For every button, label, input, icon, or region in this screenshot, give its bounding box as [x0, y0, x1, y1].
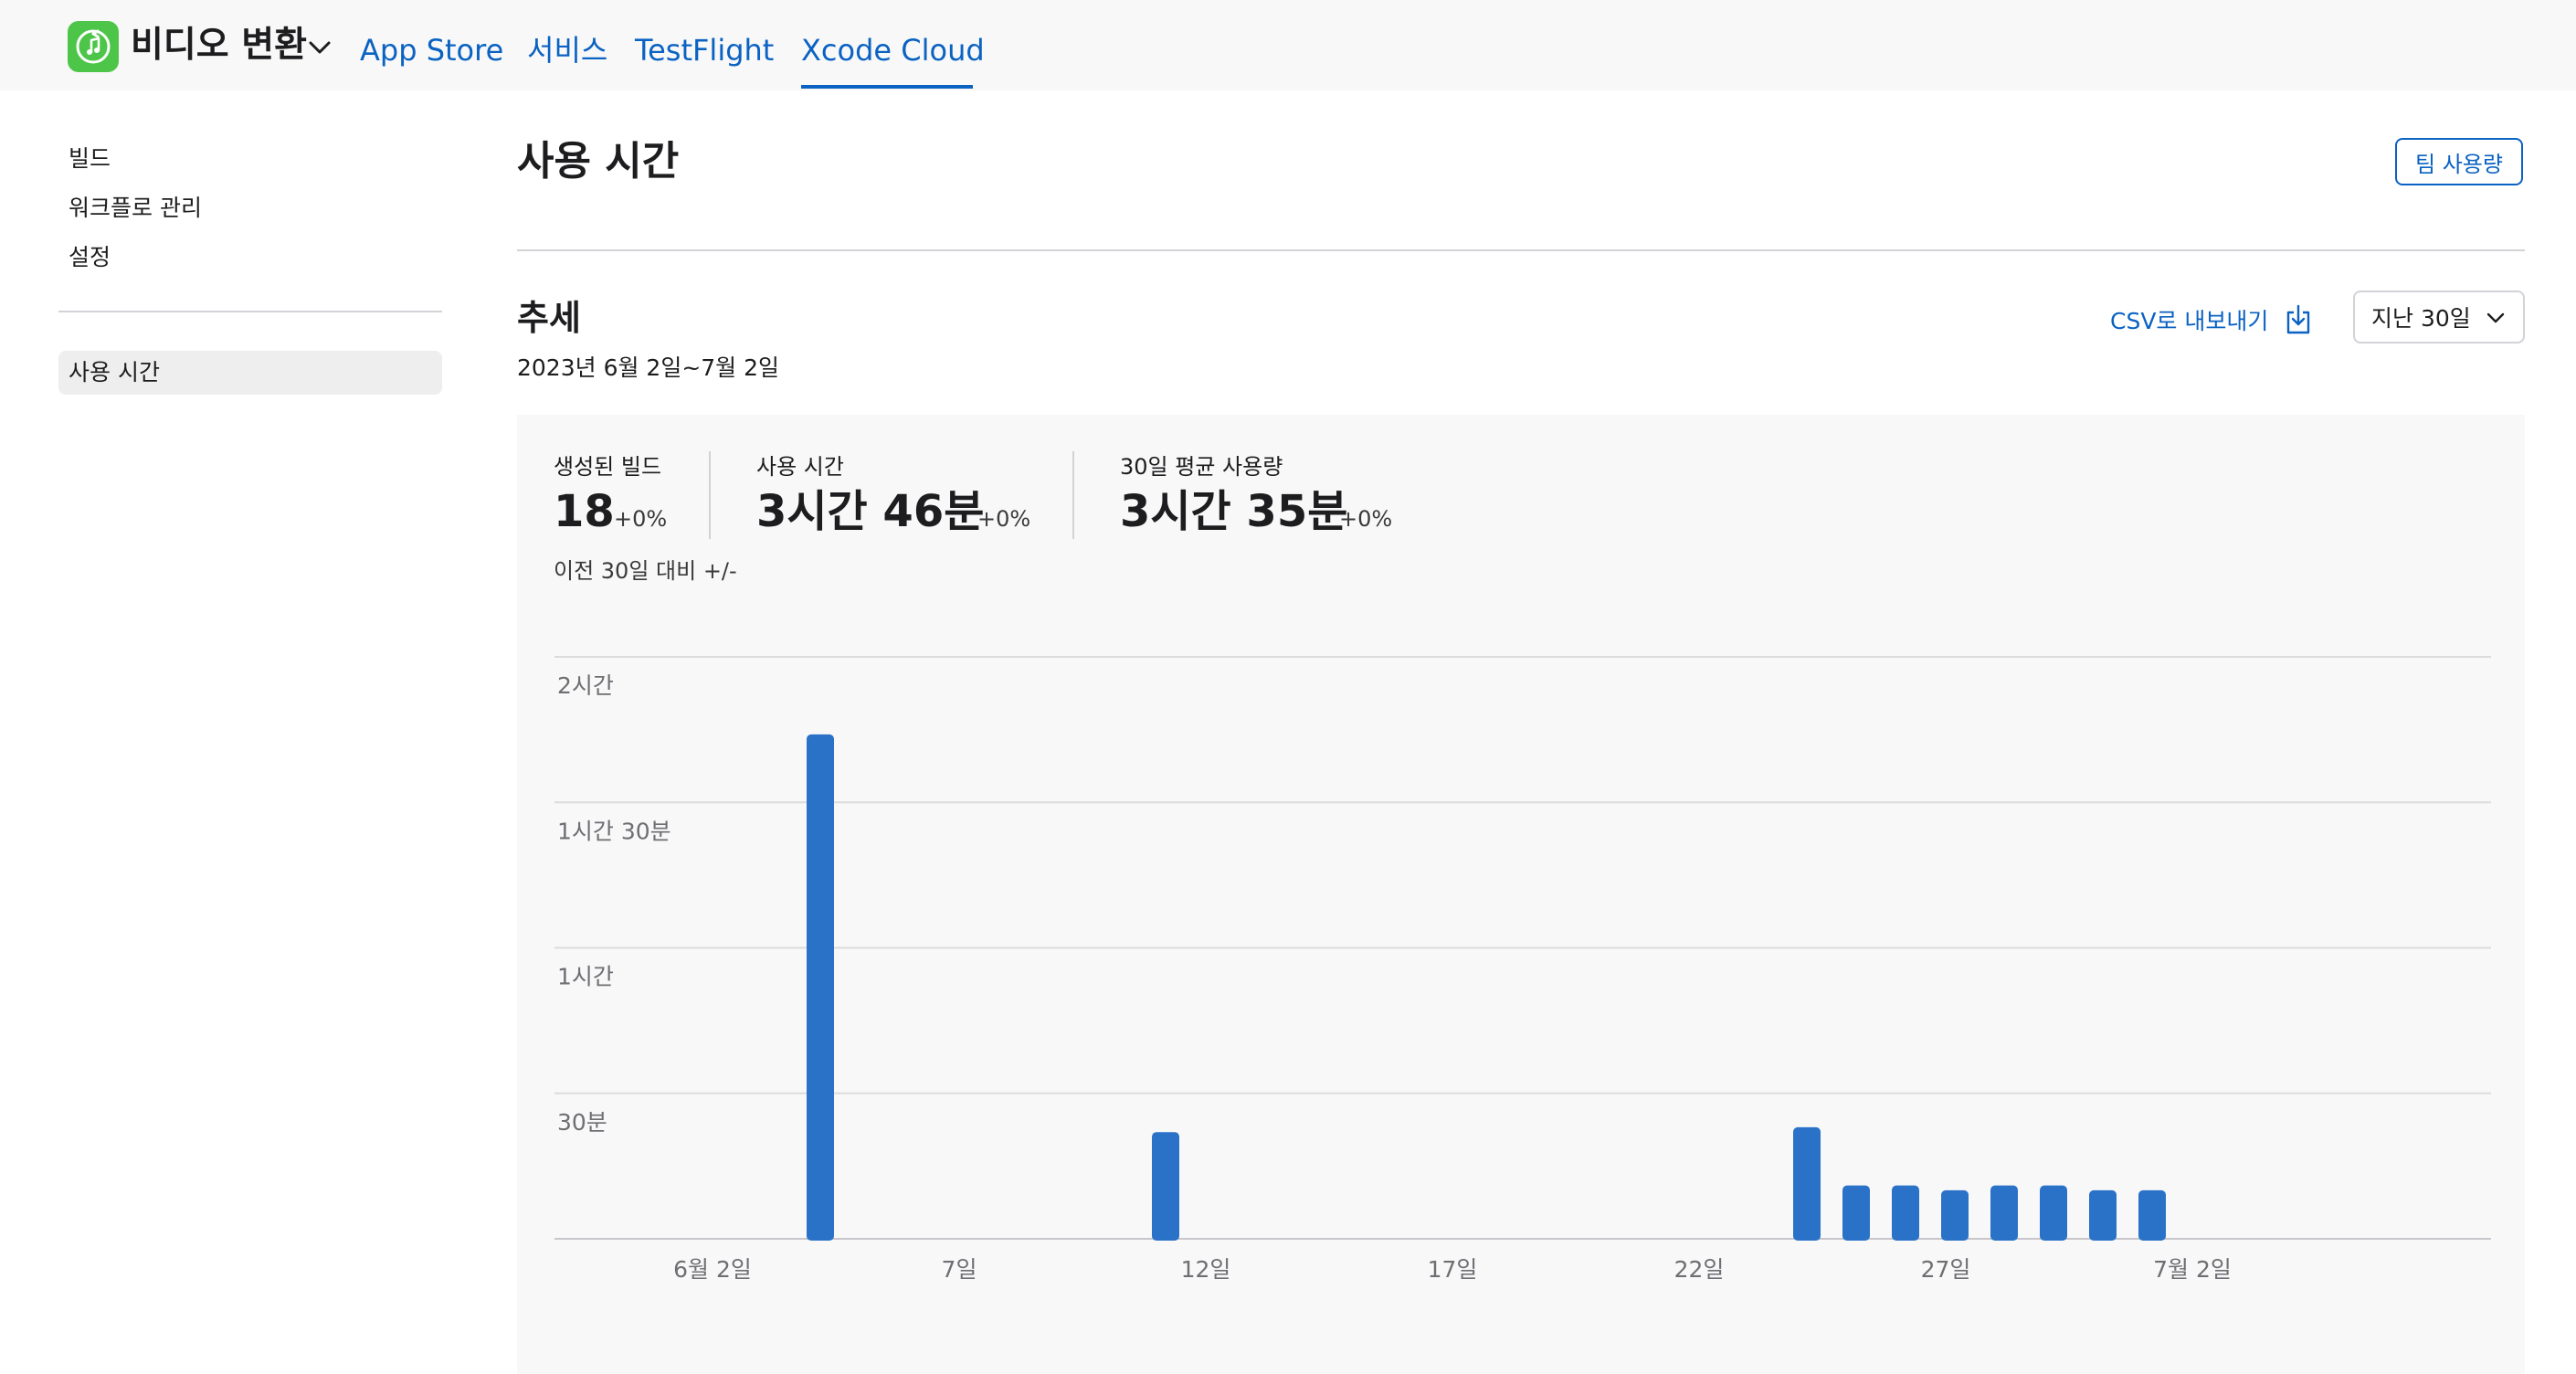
x-tick-label: 17일 [1428, 1256, 1478, 1283]
bar [2089, 1189, 2117, 1241]
stat-usage-value: 3시간 46분 [756, 486, 985, 537]
y-tick-label: 1시간 [557, 964, 614, 990]
bar [1152, 1132, 1179, 1241]
bar [1990, 1185, 2018, 1241]
y-tick-label: 30분 [557, 1109, 607, 1136]
bar [1892, 1185, 1919, 1241]
active-tab-indicator [801, 85, 973, 89]
app-name[interactable]: 비디오 변환 [131, 25, 307, 66]
y-tick-label: 1시간 30분 [557, 818, 671, 844]
stat-builds-label: 생성된 빌드 [554, 454, 662, 480]
usage-panel [517, 415, 2525, 1374]
x-tick-label: 6월 2일 [673, 1256, 752, 1283]
sidebar-item-usage-active[interactable] [58, 351, 442, 395]
stat-usage-delta: +0% [977, 506, 1031, 532]
bar [807, 734, 834, 1241]
top-navigation-bar [0, 0, 2576, 90]
sidebar-item-settings[interactable]: 설정 [69, 244, 111, 270]
stat-divider [709, 451, 711, 539]
tab-services[interactable]: 서비스 [527, 33, 608, 68]
page-title: 사용 시간 [517, 138, 680, 185]
date-range: 2023년 6월 2일~7월 2일 [517, 354, 780, 381]
sidebar-divider [58, 311, 442, 312]
x-tick-label: 27일 [1921, 1256, 1971, 1283]
download-icon [2287, 304, 2310, 334]
team-usage-button[interactable]: 팀 사용량 [2395, 138, 2523, 185]
tab-testflight[interactable]: TestFlight [635, 33, 775, 68]
chevron-down-icon[interactable] [306, 37, 333, 58]
sidebar-item-usage-label[interactable]: 사용 시간 [69, 359, 160, 386]
stat-average-label: 30일 평균 사용량 [1120, 454, 1283, 480]
export-csv-label: CSV로 내보내기 [2110, 308, 2269, 334]
stat-builds-delta: +0% [614, 506, 668, 532]
x-tick-label: 7일 [942, 1256, 977, 1283]
stat-average-delta: +0% [1339, 506, 1393, 532]
sidebar-item-builds[interactable]: 빌드 [69, 145, 111, 172]
date-range-select[interactable]: 지난 30일 [2353, 291, 2525, 344]
sidebar-item-manage-workflows[interactable]: 워크플로 관리 [69, 195, 202, 221]
section-title: 추세 [517, 298, 581, 338]
chevron-down-icon [2486, 312, 2505, 323]
tab-app-store[interactable]: App Store [360, 33, 504, 68]
stat-builds-value: 18 [554, 486, 615, 537]
bar [1793, 1126, 1821, 1241]
bar [2040, 1185, 2067, 1241]
date-range-select-value: 지난 30일 [2371, 305, 2471, 332]
app-icon[interactable] [68, 21, 119, 72]
tab-xcode-cloud[interactable]: Xcode Cloud [801, 33, 985, 68]
y-tick-label: 2시간 [557, 672, 614, 699]
bar [1941, 1189, 1969, 1241]
comparison-note: 이전 30일 대비 +/- [554, 558, 737, 584]
bar [1842, 1185, 1870, 1241]
stat-average-value: 3시간 35분 [1120, 486, 1348, 537]
stat-divider [1072, 451, 1074, 539]
x-tick-label: 12일 [1181, 1256, 1231, 1283]
video-convert-icon [76, 29, 111, 64]
x-tick-label: 22일 [1674, 1256, 1725, 1283]
export-csv-link[interactable]: CSV로 내보내기 [2110, 301, 2312, 338]
stat-usage-label: 사용 시간 [756, 454, 844, 480]
x-tick-label: 7월 2일 [2153, 1256, 2232, 1283]
bar [2138, 1189, 2166, 1241]
title-divider [517, 249, 2525, 251]
